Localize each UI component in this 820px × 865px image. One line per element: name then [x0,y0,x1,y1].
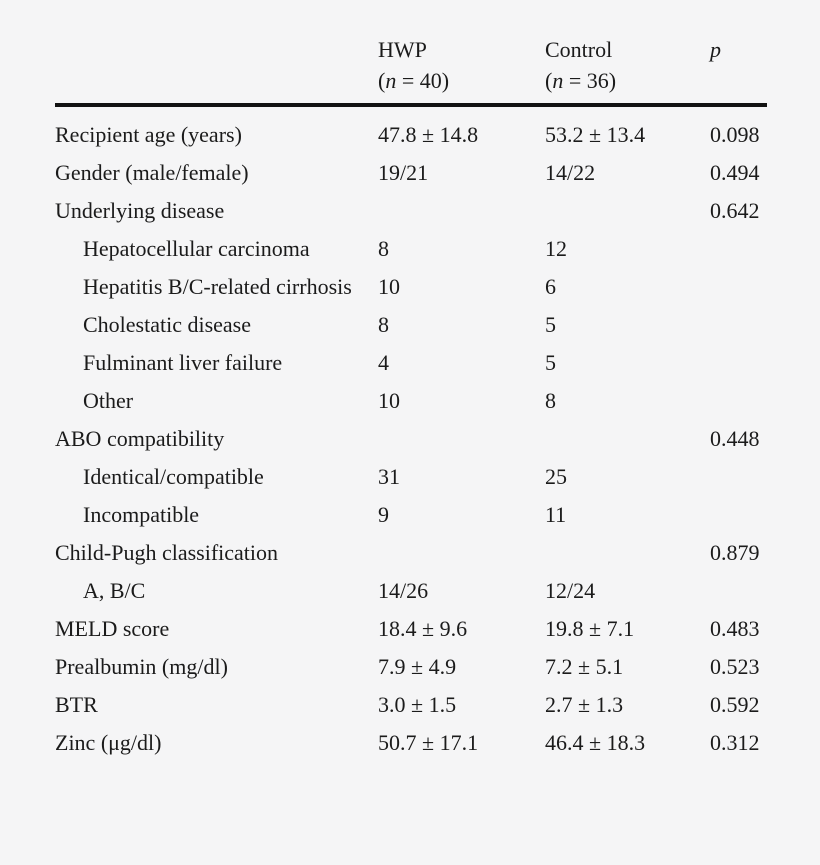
row-label: Recipient age (years) [55,122,242,147]
control-value [545,420,710,458]
hwp-value [378,534,545,572]
p-value [710,572,767,610]
table-row: Prealbumin (mg/dl) 7.9 ± 4.9 7.2 ± 5.1 0.52… [55,648,767,686]
table-row: BTR 3.0 ± 1.5 2.7 ± 1.3 0.592 [55,686,767,724]
p-value: 0.523 [710,654,760,679]
row-label: Hepatitis B/C-related cirrhosis [83,274,352,299]
row-label: Fulminant liver failure [83,350,283,375]
control-value: 12/24 [545,578,596,603]
header-p-label: p [710,34,767,107]
p-value: 0.448 [710,426,760,451]
row-label: Incompatible [83,502,200,527]
hwp-value: 3.0 ± 1.5 [378,692,457,717]
row-label: Underlying disease [55,198,225,223]
p-value [710,230,767,268]
hwp-value: 8 [378,236,389,261]
table-header: HWP (n = 40) Control (n = 36) p [55,34,767,107]
hwp-value: 7.9 ± 4.9 [378,654,457,679]
header-control-group: Control (n = 36) [545,34,710,107]
hwp-value: 47.8 ± 14.8 [378,122,479,147]
p-value: 0.312 [710,730,760,755]
control-value [545,192,710,230]
hwp-value: 10 [378,388,400,413]
header-hwp-label: HWP [378,37,427,62]
p-value: 0.494 [710,160,760,185]
p-value [710,458,767,496]
table-row: Recipient age (years) 47.8 ± 14.8 53.2 ± 1… [55,105,767,154]
p-value: 0.642 [710,198,760,223]
p-value: 0.592 [710,692,760,717]
row-label: Identical/compatible [83,464,264,489]
p-value: 0.483 [710,616,760,641]
control-value: 53.2 ± 13.4 [545,122,646,147]
hwp-value: 10 [378,274,400,299]
p-value [710,344,767,382]
table-row: Underlying disease 0.642 [55,192,767,230]
table-row: Hepatitis B/C-related cirrhosis 10 6 [55,268,767,306]
row-label: Other [83,388,134,413]
control-value: 8 [545,388,556,413]
row-label: Child-Pugh classification [55,540,279,565]
p-value [710,496,767,534]
header-hwp-n: (n = 40) [378,68,450,93]
row-label: Zinc (μg/dl) [55,730,162,755]
hwp-value [378,420,545,458]
hwp-value: 31 [378,464,400,489]
table-row: Fulminant liver failure 4 5 [55,344,767,382]
p-value: 0.879 [710,540,760,565]
hwp-value: 9 [378,502,389,527]
row-label: Gender (male/female) [55,160,249,185]
row-label: Cholestatic disease [83,312,252,337]
table-row: A, B/C 14/26 12/24 [55,572,767,610]
table-row: Cholestatic disease 8 5 [55,306,767,344]
hwp-value [378,192,545,230]
control-value [545,534,710,572]
table-row: Incompatible 9 11 [55,496,767,534]
row-label: MELD score [55,616,170,641]
patient-characteristics-table: HWP (n = 40) Control (n = 36) p Recipien… [55,34,767,762]
table-row: Child-Pugh classification 0.879 [55,534,767,572]
row-label: A, B/C [83,578,146,603]
table-row: Hepatocellular carcinoma 8 12 [55,230,767,268]
control-value: 5 [545,350,556,375]
control-value: 11 [545,502,567,527]
row-label: ABO compatibility [55,426,225,451]
control-value: 12 [545,236,567,261]
table-row: Identical/compatible 31 25 [55,458,767,496]
table-row: Gender (male/female) 19/21 14/22 0.494 [55,154,767,192]
table-row: Other 10 8 [55,382,767,420]
control-value: 5 [545,312,556,337]
control-value: 46.4 ± 18.3 [545,730,646,755]
table-row: ABO compatibility 0.448 [55,420,767,458]
row-label: BTR [55,692,98,717]
hwp-value: 50.7 ± 17.1 [378,730,479,755]
header-empty-cell [55,34,378,107]
hwp-value: 14/26 [378,578,429,603]
header-control-n: (n = 36) [545,68,617,93]
control-value: 19.8 ± 7.1 [545,616,635,641]
control-value: 14/22 [545,160,596,185]
p-value [710,382,767,420]
hwp-value: 18.4 ± 9.6 [378,616,468,641]
p-value [710,306,767,344]
header-hwp-group: HWP (n = 40) [378,34,545,107]
p-value: 0.098 [710,122,760,147]
control-value: 6 [545,274,556,299]
p-value [710,268,767,306]
hwp-value: 8 [378,312,389,337]
header-control-label: Control [545,37,613,62]
control-value: 7.2 ± 5.1 [545,654,624,679]
table-row: MELD score 18.4 ± 9.6 19.8 ± 7.1 0.483 [55,610,767,648]
control-value: 2.7 ± 1.3 [545,692,624,717]
table-body: Recipient age (years) 47.8 ± 14.8 53.2 ± 1… [55,105,767,762]
control-value: 25 [545,464,567,489]
hwp-value: 19/21 [378,160,429,185]
row-label: Prealbumin (mg/dl) [55,654,228,679]
table-row: Zinc (μg/dl) 50.7 ± 17.1 46.4 ± 18.3 0.312 [55,724,767,762]
row-label: Hepatocellular carcinoma [83,236,310,261]
hwp-value: 4 [378,350,389,375]
